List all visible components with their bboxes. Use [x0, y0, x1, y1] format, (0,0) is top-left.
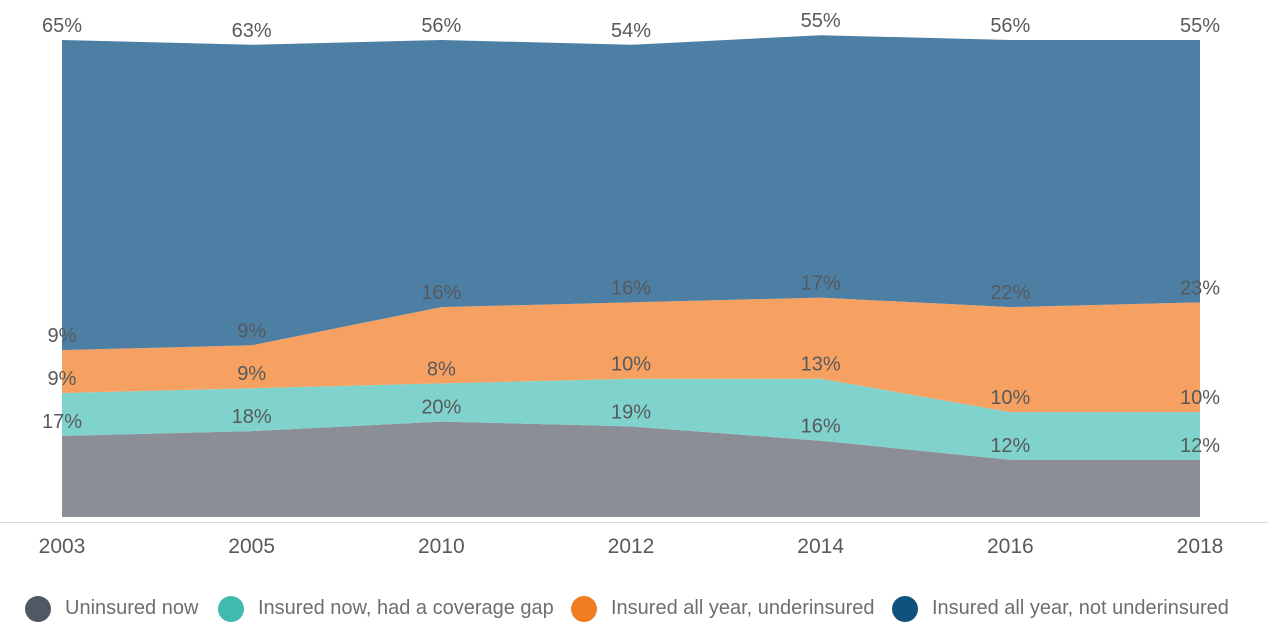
- area-uninsured-now: [62, 421, 1200, 517]
- chart-legend: Uninsured now Insured now, had a coverag…: [0, 595, 1268, 623]
- legend-label: Insured all year, not underinsured: [932, 597, 1229, 619]
- legend-dot-underinsured-icon: [571, 595, 597, 622]
- data-label: 9%: [48, 368, 77, 390]
- x-axis-label: 2003: [39, 535, 86, 558]
- data-label: 10%: [611, 354, 651, 376]
- data-label: 10%: [1180, 387, 1220, 409]
- data-label: 20%: [421, 397, 461, 419]
- data-label: 55%: [801, 10, 841, 32]
- data-label: 9%: [237, 363, 266, 385]
- data-label: 63%: [232, 20, 272, 42]
- legend-item-insured-now-had-coverage-gap: Insured now, had a coverage gap: [218, 595, 554, 622]
- legend-item-uninsured-now: Uninsured now: [25, 595, 198, 622]
- legend-dot-uninsured-now-icon: [25, 595, 51, 622]
- data-label: 23%: [1180, 277, 1220, 299]
- legend-label: Insured all year, underinsured: [611, 597, 875, 619]
- data-label: 65%: [42, 15, 82, 37]
- data-label: 16%: [421, 282, 461, 304]
- legend-dot-coverage-gap-icon: [218, 595, 244, 622]
- legend-item-insured-all-year-not-underinsured: Insured all year, not underinsured: [892, 595, 1229, 622]
- x-axis-label: 2012: [608, 535, 655, 558]
- data-label: 16%: [801, 416, 841, 438]
- legend-label: Uninsured now: [65, 597, 199, 619]
- data-label: 55%: [1180, 15, 1220, 37]
- data-label: 9%: [48, 325, 77, 347]
- legend-label: Insured now, had a coverage gap: [258, 597, 554, 619]
- x-axis-label: 2018: [1177, 535, 1224, 558]
- legend-dot-not-underinsured-icon: [892, 595, 918, 622]
- area-insured-now-had-coverage-gap: [62, 378, 1200, 460]
- data-label: 12%: [1180, 435, 1220, 457]
- x-axis-label: 2005: [228, 535, 275, 558]
- data-label: 22%: [990, 282, 1030, 304]
- data-label: 9%: [237, 320, 266, 342]
- data-label: 12%: [990, 435, 1030, 457]
- data-label: 17%: [42, 411, 82, 433]
- data-label: 18%: [232, 406, 272, 428]
- data-label: 10%: [990, 387, 1030, 409]
- x-axis-label: 2014: [797, 535, 844, 558]
- data-label: 56%: [421, 15, 461, 37]
- data-label: 16%: [611, 277, 651, 299]
- legend-item-insured-all-year-underinsured: Insured all year, underinsured: [571, 595, 875, 622]
- x-axis-label: 2016: [987, 535, 1034, 558]
- data-label: 19%: [611, 401, 651, 423]
- data-label: 17%: [801, 273, 841, 295]
- data-label: 54%: [611, 20, 651, 42]
- data-label: 56%: [990, 15, 1030, 37]
- data-label: 8%: [427, 358, 456, 380]
- area-insured-all-year-not-underinsured: [62, 35, 1200, 351]
- x-axis-label: 2010: [418, 535, 465, 558]
- data-label: 13%: [801, 354, 841, 376]
- area-insured-all-year-underinsured: [62, 297, 1200, 413]
